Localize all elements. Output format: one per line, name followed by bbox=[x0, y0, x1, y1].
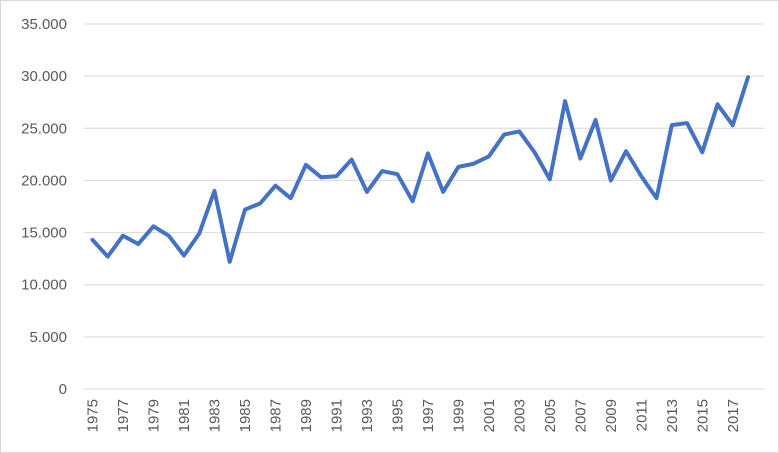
x-tick-label: 1975 bbox=[85, 399, 102, 432]
x-tick-label: 1981 bbox=[176, 399, 193, 432]
x-tick-label: 2007 bbox=[572, 399, 589, 432]
gridlines bbox=[84, 23, 764, 338]
y-tick-label: 15.000 bbox=[21, 225, 67, 242]
x-tick-label: 1979 bbox=[145, 399, 162, 432]
x-tick-label: 1989 bbox=[298, 399, 315, 432]
x-tick-label: 2013 bbox=[664, 399, 681, 432]
y-tick-label: 25.000 bbox=[21, 120, 67, 137]
x-tick-label: 1977 bbox=[115, 399, 132, 432]
x-tick-label: 2003 bbox=[511, 399, 528, 432]
y-tick-label: 20.000 bbox=[21, 172, 67, 189]
y-tick-label: 10.000 bbox=[21, 277, 67, 294]
x-tick-label: 1983 bbox=[206, 399, 223, 432]
x-axis-tick-labels: 1975 1977 1979 1981 1983 1985 1987 1989 1991 1993… bbox=[85, 399, 742, 432]
x-tick-label: 1997 bbox=[420, 399, 437, 432]
y-tick-label: 30.000 bbox=[21, 68, 67, 85]
series-line bbox=[90, 75, 750, 264]
x-tick-label: 1991 bbox=[328, 399, 345, 432]
y-tick-label: 5.000 bbox=[29, 329, 67, 346]
x-tick-label: 2017 bbox=[725, 399, 742, 432]
x-tick-label: 1999 bbox=[450, 399, 467, 432]
x-tick-label: 1993 bbox=[359, 399, 376, 432]
x-tick-label: 1987 bbox=[267, 399, 284, 432]
x-tick-label: 1995 bbox=[389, 399, 406, 432]
y-axis-tick-labels: 0 5.000 10.000 15.000 20.000 25.000 30.000 35.0… bbox=[21, 16, 67, 398]
x-tick-label: 2011 bbox=[633, 399, 650, 431]
x-tick-label: 2005 bbox=[542, 399, 559, 432]
x-tick-label: 1985 bbox=[237, 399, 254, 432]
y-tick-label: 0 bbox=[59, 381, 67, 398]
x-tick-label: 2001 bbox=[481, 399, 498, 432]
x-tick-label: 2015 bbox=[694, 399, 711, 432]
y-tick-label: 35.000 bbox=[21, 16, 67, 33]
x-tick-label: 2009 bbox=[603, 399, 620, 432]
